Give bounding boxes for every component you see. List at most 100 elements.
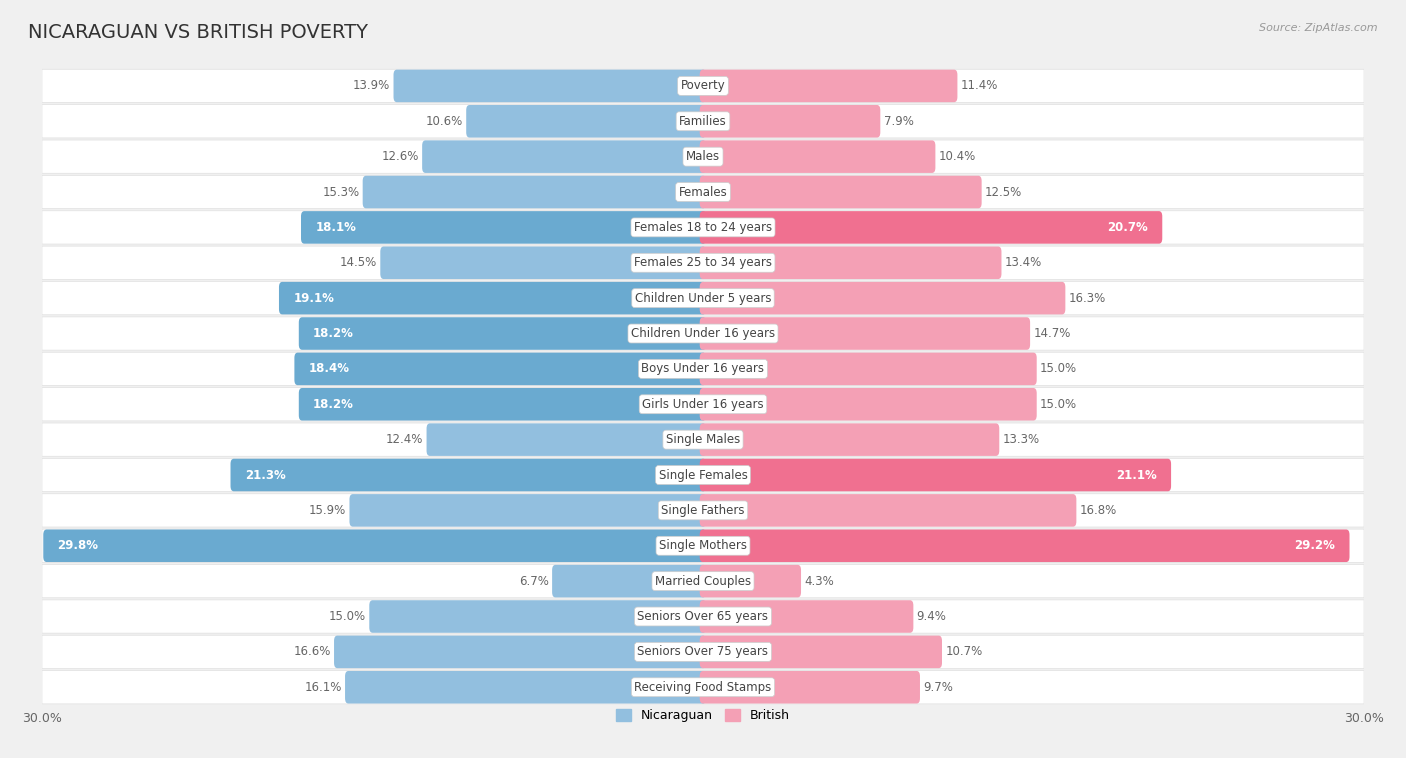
- FancyBboxPatch shape: [700, 105, 880, 137]
- Text: 15.0%: 15.0%: [1040, 398, 1077, 411]
- Text: 6.7%: 6.7%: [519, 575, 548, 587]
- Text: NICARAGUAN VS BRITISH POVERTY: NICARAGUAN VS BRITISH POVERTY: [28, 23, 368, 42]
- Text: 18.2%: 18.2%: [314, 327, 354, 340]
- FancyBboxPatch shape: [467, 105, 706, 137]
- Text: 13.9%: 13.9%: [353, 80, 391, 92]
- Text: 16.1%: 16.1%: [304, 681, 342, 694]
- FancyBboxPatch shape: [42, 140, 1364, 174]
- Text: Married Couples: Married Couples: [655, 575, 751, 587]
- Text: 9.4%: 9.4%: [917, 610, 946, 623]
- Text: Poverty: Poverty: [681, 80, 725, 92]
- Text: 10.4%: 10.4%: [939, 150, 976, 163]
- FancyBboxPatch shape: [301, 211, 706, 243]
- Text: 21.1%: 21.1%: [1116, 468, 1157, 481]
- FancyBboxPatch shape: [700, 600, 914, 633]
- FancyBboxPatch shape: [700, 530, 1350, 562]
- FancyBboxPatch shape: [700, 671, 920, 703]
- FancyBboxPatch shape: [42, 352, 1364, 386]
- FancyBboxPatch shape: [299, 388, 706, 421]
- Text: Girls Under 16 years: Girls Under 16 years: [643, 398, 763, 411]
- FancyBboxPatch shape: [350, 494, 706, 527]
- Text: 15.0%: 15.0%: [329, 610, 366, 623]
- Text: 16.8%: 16.8%: [1080, 504, 1116, 517]
- FancyBboxPatch shape: [394, 70, 706, 102]
- Text: 12.5%: 12.5%: [986, 186, 1022, 199]
- Text: Females 18 to 24 years: Females 18 to 24 years: [634, 221, 772, 234]
- FancyBboxPatch shape: [422, 140, 706, 173]
- FancyBboxPatch shape: [700, 494, 1077, 527]
- FancyBboxPatch shape: [426, 424, 706, 456]
- FancyBboxPatch shape: [700, 388, 1036, 421]
- Text: 10.7%: 10.7%: [945, 645, 983, 659]
- Text: 15.9%: 15.9%: [309, 504, 346, 517]
- FancyBboxPatch shape: [299, 318, 706, 349]
- FancyBboxPatch shape: [700, 424, 1000, 456]
- FancyBboxPatch shape: [700, 318, 1031, 349]
- Text: Single Mothers: Single Mothers: [659, 539, 747, 553]
- FancyBboxPatch shape: [700, 246, 1001, 279]
- Text: 19.1%: 19.1%: [294, 292, 335, 305]
- FancyBboxPatch shape: [335, 636, 706, 668]
- FancyBboxPatch shape: [700, 176, 981, 208]
- Text: 10.6%: 10.6%: [426, 114, 463, 128]
- FancyBboxPatch shape: [44, 530, 706, 562]
- Text: Children Under 5 years: Children Under 5 years: [634, 292, 772, 305]
- FancyBboxPatch shape: [700, 282, 1066, 315]
- Text: 18.2%: 18.2%: [314, 398, 354, 411]
- Text: 29.2%: 29.2%: [1295, 539, 1336, 553]
- FancyBboxPatch shape: [700, 140, 935, 173]
- Text: Receiving Food Stamps: Receiving Food Stamps: [634, 681, 772, 694]
- FancyBboxPatch shape: [42, 281, 1364, 315]
- FancyBboxPatch shape: [553, 565, 706, 597]
- FancyBboxPatch shape: [370, 600, 706, 633]
- Text: Seniors Over 75 years: Seniors Over 75 years: [637, 645, 769, 659]
- FancyBboxPatch shape: [231, 459, 706, 491]
- Text: Single Females: Single Females: [658, 468, 748, 481]
- Text: Single Fathers: Single Fathers: [661, 504, 745, 517]
- FancyBboxPatch shape: [42, 493, 1364, 527]
- Text: 20.7%: 20.7%: [1107, 221, 1147, 234]
- Text: Males: Males: [686, 150, 720, 163]
- Text: 13.3%: 13.3%: [1002, 433, 1039, 446]
- FancyBboxPatch shape: [344, 671, 706, 703]
- Text: 29.8%: 29.8%: [58, 539, 98, 553]
- Text: Source: ZipAtlas.com: Source: ZipAtlas.com: [1260, 23, 1378, 33]
- FancyBboxPatch shape: [700, 636, 942, 668]
- Text: 16.6%: 16.6%: [294, 645, 330, 659]
- FancyBboxPatch shape: [42, 105, 1364, 138]
- Text: Children Under 16 years: Children Under 16 years: [631, 327, 775, 340]
- Text: 7.9%: 7.9%: [883, 114, 914, 128]
- Legend: Nicaraguan, British: Nicaraguan, British: [610, 704, 796, 728]
- FancyBboxPatch shape: [700, 211, 1163, 243]
- Text: 14.7%: 14.7%: [1033, 327, 1071, 340]
- Text: Single Males: Single Males: [666, 433, 740, 446]
- Text: Females 25 to 34 years: Females 25 to 34 years: [634, 256, 772, 269]
- Text: 14.5%: 14.5%: [340, 256, 377, 269]
- Text: 18.4%: 18.4%: [309, 362, 350, 375]
- FancyBboxPatch shape: [42, 459, 1364, 492]
- Text: 15.0%: 15.0%: [1040, 362, 1077, 375]
- FancyBboxPatch shape: [42, 317, 1364, 350]
- FancyBboxPatch shape: [42, 529, 1364, 562]
- Text: 18.1%: 18.1%: [315, 221, 356, 234]
- Text: Boys Under 16 years: Boys Under 16 years: [641, 362, 765, 375]
- FancyBboxPatch shape: [42, 246, 1364, 280]
- FancyBboxPatch shape: [294, 352, 706, 385]
- Text: 4.3%: 4.3%: [804, 575, 834, 587]
- FancyBboxPatch shape: [278, 282, 706, 315]
- Text: 12.6%: 12.6%: [381, 150, 419, 163]
- FancyBboxPatch shape: [42, 565, 1364, 598]
- FancyBboxPatch shape: [700, 565, 801, 597]
- Text: 9.7%: 9.7%: [924, 681, 953, 694]
- Text: 11.4%: 11.4%: [960, 80, 998, 92]
- FancyBboxPatch shape: [42, 671, 1364, 704]
- Text: 15.3%: 15.3%: [322, 186, 360, 199]
- Text: Seniors Over 65 years: Seniors Over 65 years: [637, 610, 769, 623]
- Text: 16.3%: 16.3%: [1069, 292, 1107, 305]
- FancyBboxPatch shape: [380, 246, 706, 279]
- Text: Females: Females: [679, 186, 727, 199]
- FancyBboxPatch shape: [700, 352, 1036, 385]
- FancyBboxPatch shape: [42, 387, 1364, 421]
- FancyBboxPatch shape: [42, 211, 1364, 244]
- FancyBboxPatch shape: [363, 176, 706, 208]
